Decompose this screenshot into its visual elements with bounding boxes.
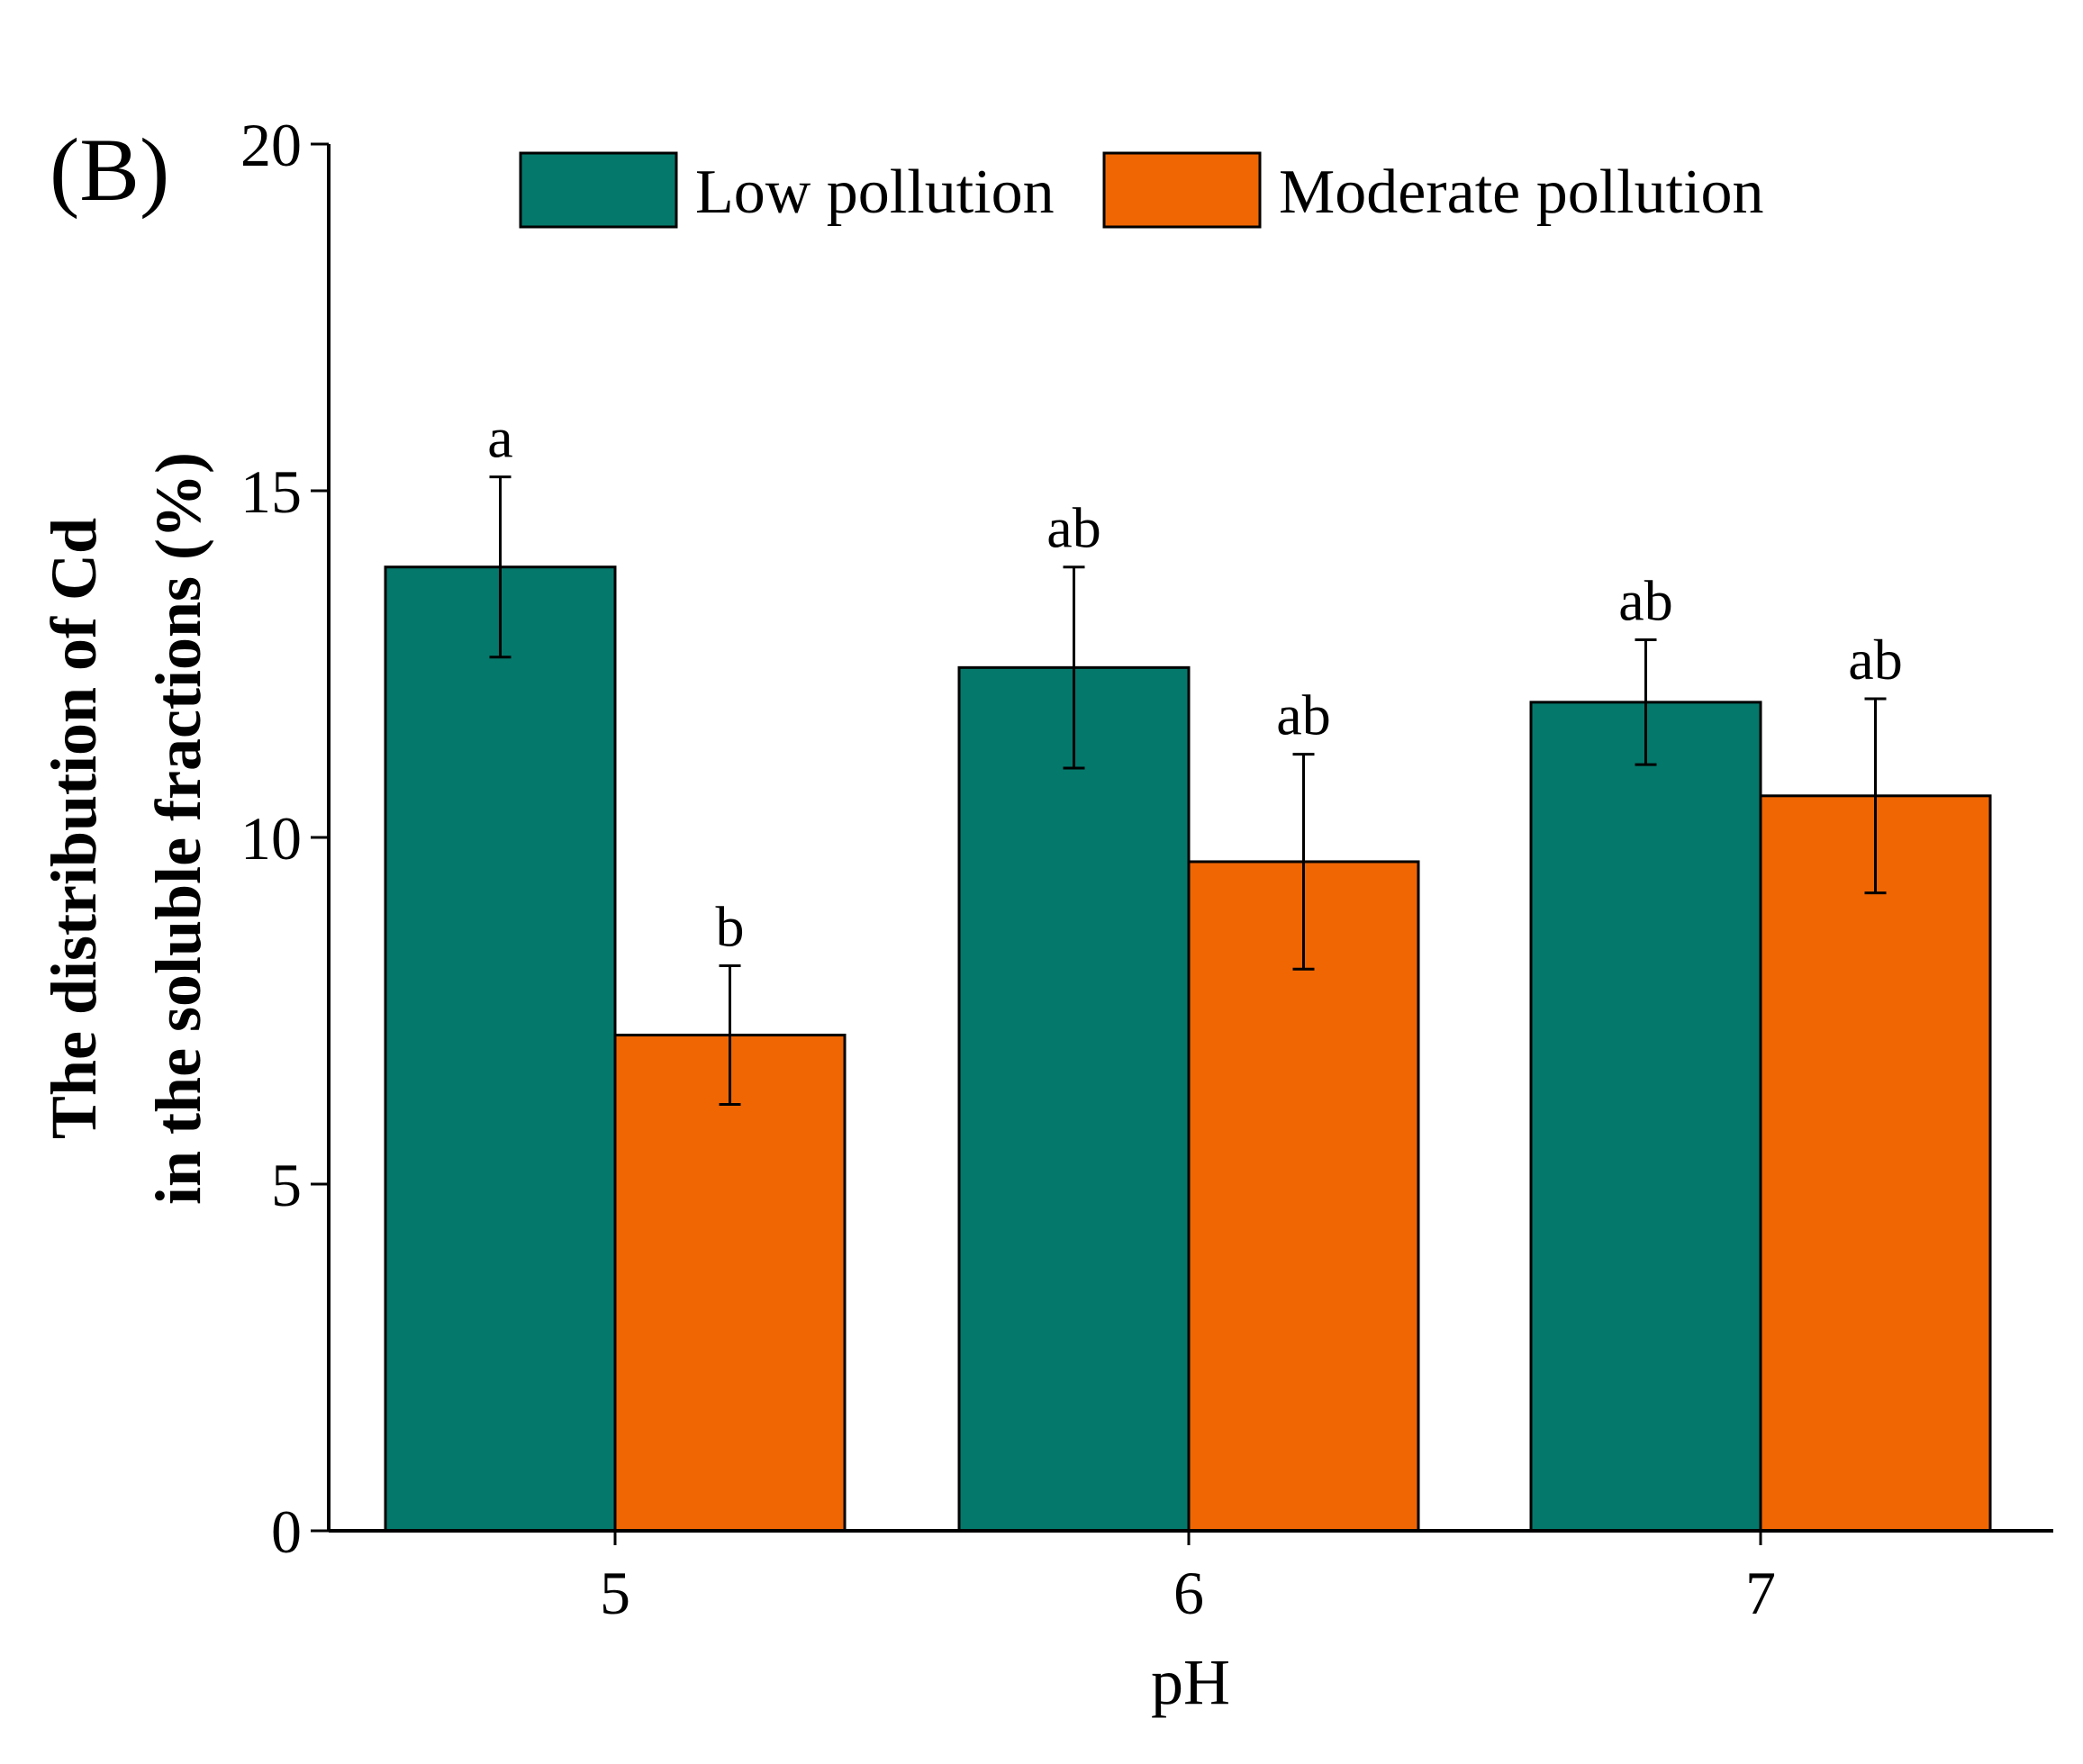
x-tick-label-7: 7 xyxy=(1745,1559,1776,1627)
legend-swatch-moderate-pollution xyxy=(1102,151,1262,229)
y-tick-label-20: 20 xyxy=(240,111,302,179)
bar-moderate-pollution-ph-6 xyxy=(1187,860,1420,1533)
bar-low-pollution-ph-5 xyxy=(384,565,617,1533)
bar-moderate-pollution-ph-5 xyxy=(613,1033,847,1533)
significance-letter-low-pollution-ph-7: ab xyxy=(1618,569,1672,633)
bar-moderate-pollution-ph-7 xyxy=(1759,794,1992,1533)
y-tick-label-10: 10 xyxy=(240,804,302,873)
bars-layer xyxy=(384,565,1992,1533)
significance-letter-moderate-pollution-ph-6: ab xyxy=(1276,683,1330,747)
error-bar-moderate-pollution-ph-7 xyxy=(1864,697,1887,895)
panel-label: (B) xyxy=(50,120,169,220)
error-bars-layer xyxy=(489,475,1887,1106)
x-axis-ticks: 5 6 7 xyxy=(600,1531,1776,1627)
bar-low-pollution-ph-6 xyxy=(957,665,1191,1533)
error-bar-low-pollution-ph-7 xyxy=(1635,638,1657,766)
legend-label-moderate-pollution: Moderate pollution xyxy=(1279,158,1764,227)
y-tick-label-0: 0 xyxy=(271,1497,302,1566)
y-axis-title-line-2: in the soluble fractions (%) xyxy=(142,452,214,1205)
legend-swatch-low-pollution xyxy=(519,151,678,229)
error-bar-low-pollution-ph-5 xyxy=(489,475,512,659)
y-axis-title-line-1: The distribution of Cd xyxy=(38,518,110,1139)
error-bar-low-pollution-ph-6 xyxy=(1063,565,1085,770)
y-tick-label-15: 15 xyxy=(240,457,302,526)
y-tick-label-5: 5 xyxy=(271,1151,302,1219)
legend: Low pollution Moderate pollution xyxy=(519,151,1764,229)
x-axis-title: pH xyxy=(1151,1646,1230,1718)
x-tick-label-5: 5 xyxy=(600,1559,630,1627)
y-axis-ticks: 0 5 10 15 20 xyxy=(240,111,329,1566)
significance-letter-moderate-pollution-ph-7: ab xyxy=(1848,628,1902,692)
x-tick-label-6: 6 xyxy=(1173,1559,1204,1627)
significance-letter-low-pollution-ph-6: ab xyxy=(1046,496,1100,560)
legend-label-low-pollution: Low pollution xyxy=(695,158,1055,227)
significance-letter-moderate-pollution-ph-5: b xyxy=(716,894,745,958)
bar-low-pollution-ph-7 xyxy=(1529,701,1762,1533)
error-bar-moderate-pollution-ph-6 xyxy=(1292,753,1315,971)
error-bar-moderate-pollution-ph-5 xyxy=(719,963,741,1106)
significance-letter-low-pollution-ph-5: a xyxy=(487,406,512,470)
